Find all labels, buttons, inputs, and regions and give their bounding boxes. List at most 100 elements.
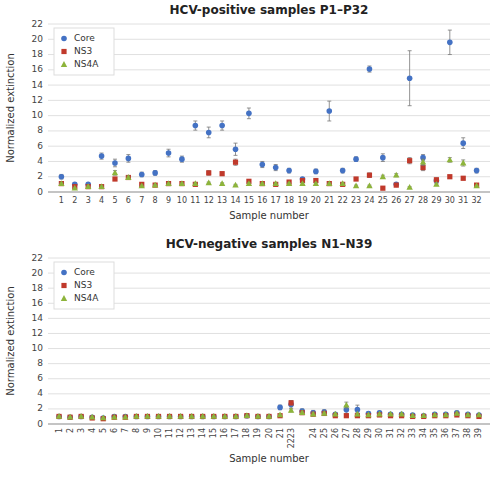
data-point [67,414,73,420]
x-tick-label: 6 [126,196,131,205]
chart-panel: HCV-positive samples P1–P320246810121416… [5,3,490,221]
legend: CoreNS3NS4A [54,28,114,75]
x-tick-label: 24 [309,428,318,438]
data-point [166,181,171,186]
x-tick-label: 2 [66,428,75,433]
data-point [260,181,265,186]
grid-line [48,258,490,259]
x-axis-label: Sample number [229,453,310,464]
data-point [78,414,84,420]
data-point [286,180,292,186]
data-point [433,181,439,187]
error-bar [180,156,184,162]
data-point [273,165,279,171]
data-point [134,414,139,419]
data-point [152,170,158,176]
y-axis-label: Normalized extinction [5,53,16,162]
data-point [266,413,272,419]
legend-box [54,28,114,75]
grid-line [48,348,490,349]
data-point [443,411,449,417]
data-point [156,414,162,420]
chart-title: HCV-negative samples N1–N39 [166,237,373,251]
x-tick-label: 22 [338,196,348,205]
data-point [259,180,265,186]
data-point [266,414,271,419]
series [59,30,480,187]
data-point [59,174,65,180]
data-point [188,413,194,419]
grid-line [48,115,490,116]
x-tick-label: 14 [198,428,207,438]
data-point [447,40,453,46]
data-point [255,414,261,420]
data-point [454,410,460,416]
data-point [219,180,225,186]
y-tick-label: 0 [37,187,43,197]
data-point [153,183,158,188]
x-tick-label: 8 [153,196,158,205]
data-point [299,409,305,415]
error-bar [448,30,452,54]
x-tick-label: 33 [408,428,417,438]
data-point [244,413,249,418]
legend-label: NS3 [74,280,92,290]
data-point [365,412,371,418]
data-point [179,180,185,186]
data-point [288,407,294,413]
data-point [123,414,129,420]
y-tick-label: 2 [37,403,43,413]
legend-label: Core [74,267,95,277]
data-point [166,150,172,156]
error-bar [234,159,238,165]
x-axis-line [48,192,490,193]
error-bar [207,171,211,176]
data-point [367,66,373,72]
data-point [56,414,61,419]
x-tick-label: 27 [342,428,351,438]
data-point [266,414,272,420]
data-point [332,411,338,417]
error-bar [140,172,144,177]
data-point [326,180,332,186]
x-tick-label: 32 [472,196,482,205]
error-bar [341,168,345,173]
x-tick-label: 19 [297,196,307,205]
x-tick-label: 16 [220,428,229,438]
data-point [246,180,252,186]
data-point [447,174,452,179]
data-point [126,156,132,162]
data-point [233,413,239,419]
legend-marker [61,295,67,301]
legend-box [54,262,114,309]
x-tick-label: 7 [121,428,130,433]
x-tick-label: 28 [353,428,362,438]
x-tick-label: 19 [253,428,262,438]
data-point [465,411,471,417]
x-tick-label: 30 [445,196,455,205]
data-point [393,172,399,178]
data-point [340,168,346,174]
data-point [255,414,260,419]
error-bar [278,405,282,410]
x-tick-label: 26 [391,196,401,205]
legend-label: NS4A [74,59,99,69]
x-axis-label: Sample number [229,210,310,221]
series [56,402,482,421]
data-point [166,413,172,419]
y-tick-label: 18 [32,283,44,293]
data-point [125,174,131,180]
x-tick-label: 3 [86,196,91,205]
y-axis-label: Normalized extinction [5,286,16,395]
error-bar [287,168,291,173]
y-tick-label: 4 [37,388,43,398]
data-point [343,402,349,408]
data-point [354,411,360,417]
data-point [211,414,216,419]
x-tick-label: 37 [452,428,461,438]
data-point [327,181,332,186]
series [59,158,479,191]
error-bar [59,174,63,179]
data-point [443,412,449,418]
x-tick-label: 12 [176,428,185,438]
